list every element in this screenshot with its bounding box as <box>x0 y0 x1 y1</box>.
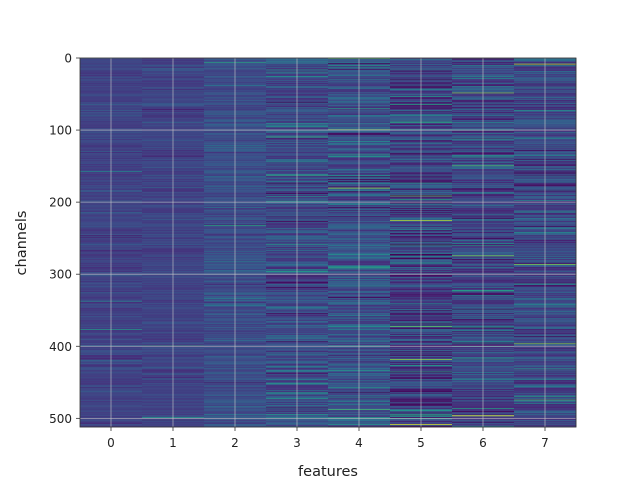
plot-frame <box>79 57 577 428</box>
x-tick-label: 6 <box>479 436 487 450</box>
x-tick-label: 7 <box>541 436 549 450</box>
y-tick-label: 100 <box>49 124 72 138</box>
heatmap-cells <box>80 58 577 428</box>
y-tick-label: 400 <box>49 340 72 354</box>
x-tick-label: 4 <box>355 436 363 450</box>
grid-lines <box>80 57 576 427</box>
x-axis-label: features <box>298 464 358 480</box>
x-tick-label: 3 <box>293 436 301 450</box>
x-tick-label: 5 <box>417 436 425 450</box>
x-tick-label: 0 <box>107 436 115 450</box>
y-tick-label: 0 <box>64 52 72 66</box>
x-tick-label: 2 <box>231 436 239 450</box>
x-tick-label: 1 <box>169 436 177 450</box>
y-axis-ticks: 0 100 200 300 400 500 <box>49 52 80 426</box>
y-tick-label: 500 <box>49 412 72 426</box>
y-tick-label: 300 <box>49 268 72 282</box>
y-tick-label: 200 <box>49 196 72 210</box>
y-axis-label: channels <box>14 211 30 276</box>
x-axis-ticks: 0 1 2 3 4 5 6 7 <box>107 427 549 450</box>
